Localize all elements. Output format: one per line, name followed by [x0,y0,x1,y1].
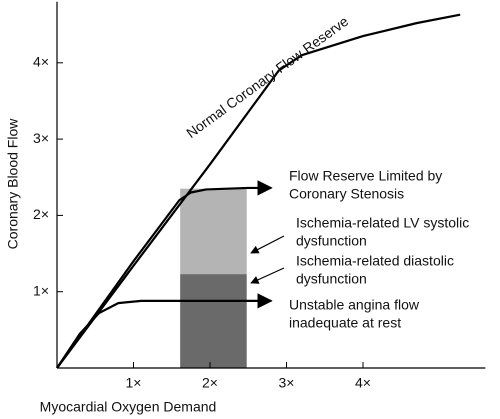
annotation: Unstable angina flow [289,297,420,313]
annotation: Coronary Stenosis [289,186,404,202]
x-tick-label: 4× [355,375,371,391]
annotation: Ischemia-related diastolic [296,253,454,269]
y-tick-label: 1× [33,282,49,298]
series-line [56,13,461,369]
pointer [250,235,285,254]
x-tick-label: 3× [279,375,295,391]
annotation: Flow Reserve Limited by [289,168,442,184]
y-tick-label: 2× [33,206,49,222]
annotation: dysfunction [296,271,367,287]
annotation: inadequate at rest [289,315,401,331]
x-tick-label: 2× [202,375,218,391]
annotation: Ischemia-related LV systolic [296,215,469,231]
shaded-region [180,274,247,368]
series-line [56,180,273,369]
curve-label: Normal Coronary Flow Reserve [183,13,351,141]
y-axis-label: Coronary Blood Flow [5,118,21,250]
series-line [56,293,273,369]
x-tick-label: 1× [126,375,142,391]
y-tick-label: 3× [33,130,49,146]
y-tick-label: 4× [33,54,49,70]
shaded-region [180,188,247,275]
annotation: dysfunction [296,233,367,249]
x-axis-label: Myocardial Oxygen Demand [40,399,217,415]
pointer [250,267,285,284]
